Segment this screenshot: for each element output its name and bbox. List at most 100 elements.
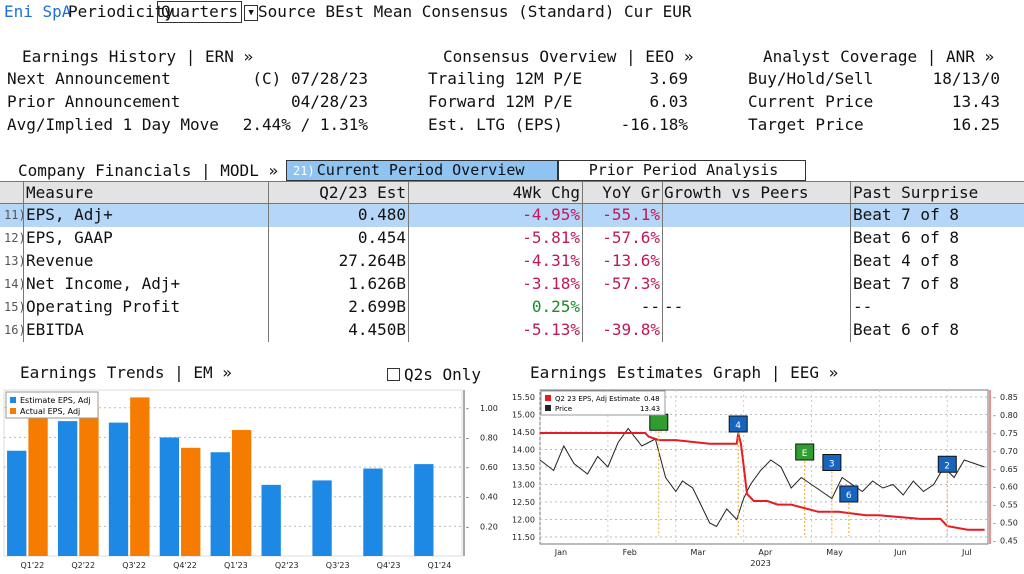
- left-tick-label: 14.00: [512, 446, 535, 455]
- row-number: 16): [4, 323, 26, 337]
- revision-marker: [839, 485, 859, 503]
- left-tick-label: 13.00: [512, 481, 535, 490]
- revision-marker: [728, 415, 748, 433]
- actual-bar: [231, 430, 252, 556]
- yoy-cell: -57.6%: [602, 228, 660, 247]
- left-tick-label: 12.00: [512, 516, 535, 525]
- legend-label-estimate: Estimate EPS, Adj: [20, 396, 91, 405]
- chg-cell: -5.81%: [522, 228, 580, 247]
- right-tick-mark: -: [993, 483, 996, 492]
- estimate-bar: [7, 450, 27, 556]
- measure-cell: Operating Profit: [26, 297, 181, 316]
- y-tick-mark: -: [466, 493, 469, 502]
- next-announcement-value: (C) 07/28/23: [252, 69, 368, 88]
- column-divider: [850, 181, 851, 342]
- prior-announcement-label: Prior Announcement: [7, 92, 181, 111]
- measure-cell: Net Income, Adj+: [26, 274, 181, 293]
- earnings-history-title[interactable]: Earnings History | ERN »: [22, 47, 254, 66]
- x-tick-label: Q1'23: [224, 561, 248, 570]
- y-tick-label: 0.20: [480, 522, 498, 531]
- y-tick-label: 0.60: [480, 463, 498, 472]
- col-growth-header[interactable]: Growth vs Peers: [664, 183, 809, 202]
- yoy-cell: -39.8%: [602, 320, 660, 339]
- estimate-bar: [159, 437, 180, 556]
- tab-current-period[interactable]: 21)Current Period Overview (Q2/23): [286, 160, 558, 199]
- estimate-bar: [210, 452, 230, 556]
- table-row[interactable]: 14) Net Income, Adj+ 1.626B -3.18% -57.3…: [0, 273, 1024, 296]
- right-tick-label: 0.45: [1000, 536, 1018, 545]
- trailing-pe-label: Trailing 12M P/E: [428, 69, 583, 88]
- q2s-only-label: Q2s Only: [404, 365, 482, 384]
- q2s-only-toggle[interactable]: Q2s Only: [387, 365, 481, 385]
- x-tick-label: Q3'23: [326, 561, 350, 570]
- yoy-cell: -55.1%: [602, 205, 660, 224]
- legend-label-estimate: Q2 23 EPS, Adj Estimate: [555, 395, 640, 403]
- right-tick-mark: -: [993, 465, 996, 474]
- col-measure-header[interactable]: Measure: [26, 183, 94, 202]
- y-tick-mark: -: [466, 433, 469, 442]
- actual-bar: [181, 447, 201, 556]
- legend-value-price: 13.43: [640, 405, 660, 413]
- current-price-label: Current Price: [748, 92, 874, 111]
- col-chg-header[interactable]: 4Wk Chg: [512, 183, 580, 202]
- est-cell: 1.626B: [348, 274, 406, 293]
- tab-prior-period[interactable]: 22)Prior Period Analysis (Q1/23): [558, 160, 806, 199]
- column-divider: [23, 181, 24, 342]
- x-axis-year-label: 2023: [750, 559, 770, 568]
- surprise-cell: Beat 7 of 8: [853, 274, 959, 293]
- avg-move-label: Avg/Implied 1 Day Move: [7, 115, 219, 134]
- actual-bar: [79, 407, 99, 556]
- row-number: 12): [4, 231, 26, 245]
- revision-marker-label: 4: [735, 421, 741, 431]
- earnings-trends-title[interactable]: Earnings Trends | EM »: [20, 363, 232, 382]
- left-tick-label: 15.50: [512, 393, 535, 402]
- line-chart-series: [539, 427, 985, 531]
- table-row[interactable]: 15) Operating Profit 2.699B 0.25% -- -- …: [0, 296, 1024, 319]
- table-row[interactable]: 11) EPS, Adj+ 0.480 -4.95% -55.1% Beat 7…: [0, 204, 1024, 227]
- y-tick-label: 1.00: [480, 404, 498, 413]
- estimate-line: [540, 432, 985, 531]
- x-tick-label: Q2'23: [275, 561, 299, 570]
- left-tick-label: 13.50: [512, 463, 535, 472]
- estimate-bar: [414, 464, 434, 556]
- table-row[interactable]: 13) Revenue 27.264B -4.31% -13.6% Beat 4…: [0, 250, 1024, 273]
- legend-swatch-actual: [10, 408, 16, 414]
- periodicity-label: Periodicity: [68, 2, 174, 21]
- periodicity-value: Quarters: [157, 1, 243, 23]
- legend-label-price: Price: [555, 405, 572, 413]
- surprise-cell: Beat 4 of 8: [853, 251, 959, 270]
- trailing-pe-value: 3.69: [649, 69, 688, 88]
- analyst-coverage-title[interactable]: Analyst Coverage | ANR »: [763, 47, 995, 66]
- col-yoy-header[interactable]: YoY Gr: [602, 183, 660, 202]
- column-divider: [582, 181, 583, 342]
- est-cell: 0.454: [357, 228, 406, 247]
- legend-swatch-estimate: [545, 395, 551, 401]
- left-tick-label: 12.50: [512, 498, 535, 507]
- table-row[interactable]: 16) EBITDA 4.450B -5.13% -39.8% Beat 6 o…: [0, 319, 1024, 342]
- y-tick-label: 0.40: [480, 493, 498, 502]
- surprise-cell: Beat 6 of 8: [853, 228, 959, 247]
- row-number: 11): [4, 208, 26, 222]
- table-row[interactable]: 12) EPS, GAAP 0.454 -5.81% -57.6% Beat 6…: [0, 227, 1024, 250]
- right-tick-label: 0.75: [1000, 429, 1018, 438]
- y-tick-mark: -: [466, 404, 469, 413]
- right-tick-mark: -: [993, 393, 996, 402]
- company-financials-title[interactable]: Company Financials | MODL »: [18, 161, 279, 180]
- estimate-bar: [363, 468, 383, 556]
- consensus-overview-title[interactable]: Consensus Overview | EEO »: [443, 47, 694, 66]
- periodicity-dropdown[interactable]: Quarters ▼: [157, 1, 259, 23]
- x-tick-label: Q3'22: [122, 561, 146, 570]
- y-tick-mark: -: [466, 522, 469, 531]
- row-number: 13): [4, 254, 26, 268]
- revision-marker: [649, 413, 669, 431]
- col-est-header[interactable]: Q2/23 Est: [319, 183, 406, 202]
- col-surprise-header[interactable]: Past Surprise: [853, 183, 979, 202]
- security-name[interactable]: Eni SpA: [4, 2, 72, 21]
- source-text: Source BEst Mean Consensus (Standard) Cu…: [258, 2, 692, 21]
- earnings-trends-chart: 0.20 - 0.40 - 0.60 - 0.80 - 1.00 - Q1'22 Q2'22 Q3'22…: [3, 389, 498, 570]
- column-divider: [662, 181, 663, 342]
- earnings-estimates-title[interactable]: Earnings Estimates Graph | EEG »: [530, 363, 839, 382]
- avg-move-value: 2.44% / 1.31%: [242, 115, 368, 134]
- x-tick-label: Jun: [893, 548, 907, 557]
- x-tick-label: Q2'22: [71, 561, 95, 570]
